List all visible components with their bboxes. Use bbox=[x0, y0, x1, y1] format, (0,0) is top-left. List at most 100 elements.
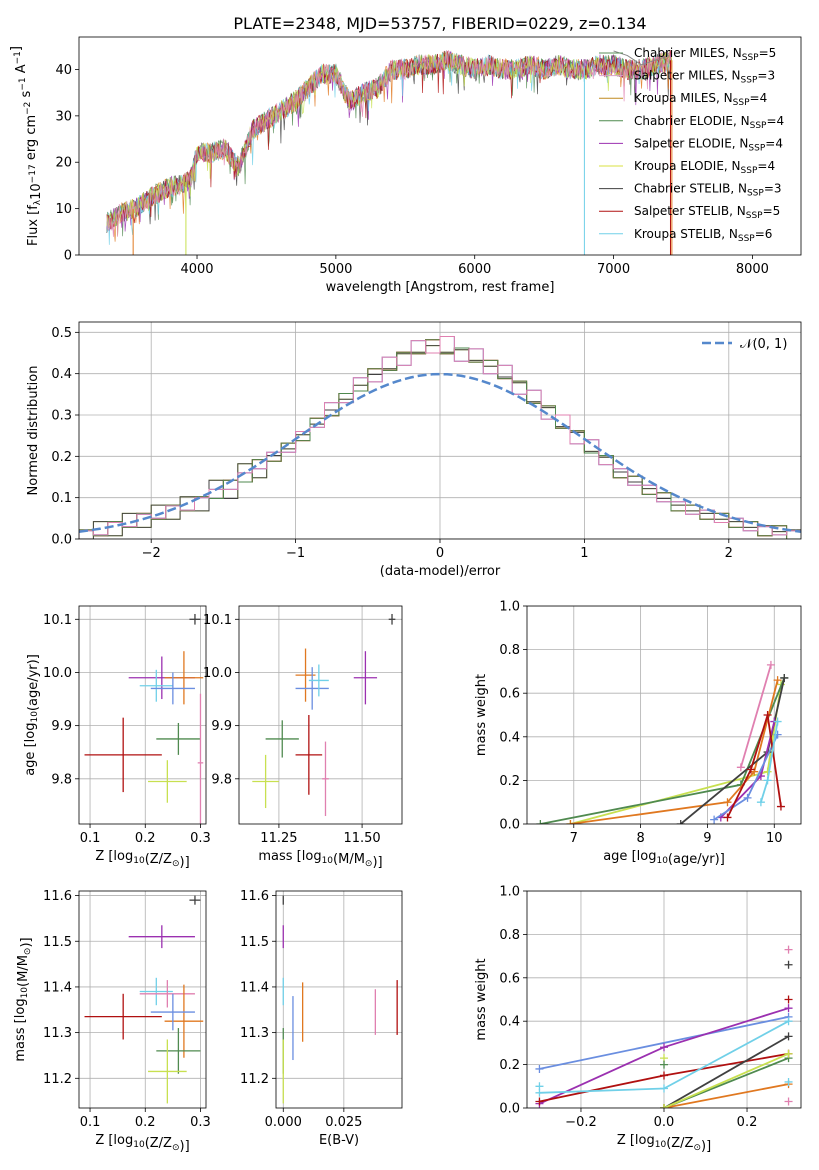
x-axis-label: Z [log10(Z/Z⊙)] bbox=[95, 849, 189, 870]
spectrum-panel: 4000 5000 6000 7000 8000 0 10 20 30 40 wavelength … bbox=[9, 36, 802, 295]
mass-vs-z-panel: 0.1 0.2 0.3 11.2 11.3 11.4 11.5 11.6 Z [log10(Z/… bbox=[13, 889, 211, 1154]
weight-marker bbox=[746, 765, 755, 774]
y-axis-label: Normed distribution bbox=[26, 366, 41, 496]
weight-marker bbox=[773, 717, 782, 726]
weight-marker bbox=[743, 793, 752, 802]
x-axis-label: Z [log10(Z/Z⊙)] bbox=[95, 1133, 189, 1154]
weight-vs-z-plot-area bbox=[527, 891, 801, 1108]
weight-marker bbox=[535, 1064, 544, 1073]
y-tick-label: 0.1 bbox=[51, 491, 72, 506]
x-axis-label: age [log10(age/yr)] bbox=[603, 849, 725, 867]
weight-marker bbox=[660, 1060, 668, 1069]
weight-marker bbox=[784, 1032, 793, 1041]
y-tick-label: 1.0 bbox=[499, 885, 520, 900]
y-tick-label: 11.4 bbox=[43, 980, 72, 995]
x-tick-label: 11.50 bbox=[343, 831, 380, 846]
y-tick-label: 0.5 bbox=[51, 326, 72, 341]
x-tick-label: −2 bbox=[142, 546, 161, 561]
weight-line bbox=[663, 1052, 789, 1108]
y-tick-label: 9.9 bbox=[51, 719, 72, 734]
y-tick-label: 11.4 bbox=[240, 980, 269, 995]
legend-entry: Kroupa STELIB, NSSP=6 bbox=[634, 227, 772, 244]
legend-entry: Chabrier ELODIE, NSSP=4 bbox=[634, 114, 784, 131]
mass-vs-ebv-frame bbox=[275, 890, 403, 1109]
y-axis-label: mass weight bbox=[474, 674, 489, 756]
weight-marker bbox=[660, 1104, 668, 1108]
y-tick-label: 11.3 bbox=[43, 1026, 72, 1041]
weight-line bbox=[680, 677, 786, 824]
y-tick-label: 9.8 bbox=[51, 772, 72, 787]
x-axis-label: Z [log10(Z/Z⊙)] bbox=[617, 1133, 711, 1154]
x-axis-label: mass [log10(M/M⊙)] bbox=[258, 849, 382, 870]
age-vs-z-frame bbox=[78, 605, 207, 825]
x-tick-label: 7000 bbox=[597, 262, 630, 277]
weight-vs-z-panel: −0.2 0.0 0.2 0.0 0.2 0.4 0.6 0.8 1.0 Z [log10(Z/Z… bbox=[474, 885, 802, 1154]
weight-vs-age-plot-area bbox=[527, 606, 801, 824]
residual-hist-frame bbox=[78, 321, 802, 540]
weight-line bbox=[539, 1016, 789, 1070]
y-tick-label: 9.8 bbox=[211, 772, 232, 787]
age-vs-z-panel: 0.1 0.2 0.3 9.8 9.9 10.0 10.1 Z [log10(Z/Z⊙)] ag… bbox=[23, 605, 211, 870]
y-tick-label: 11.5 bbox=[43, 935, 72, 950]
x-tick-label: 4000 bbox=[180, 262, 213, 277]
age-vs-mass-plot-area bbox=[239, 606, 402, 824]
legend-entry: 𝒩(0, 1) bbox=[740, 337, 787, 352]
y-tick-label: 20 bbox=[55, 156, 72, 171]
weight-marker bbox=[773, 676, 782, 685]
y-tick-label: 11.5 bbox=[240, 935, 269, 950]
mass-vs-ebv-panel: 0.000 0.025 11.2 11.3 11.4 11.5 11.6 E(B-V) bbox=[240, 889, 403, 1148]
weight-marker bbox=[784, 1097, 793, 1106]
residual-hist-plot-area bbox=[79, 322, 801, 539]
legend-entry: Salpeter ELODIE, NSSP=4 bbox=[634, 136, 783, 153]
weight-marker bbox=[566, 820, 575, 824]
weight-marker bbox=[780, 673, 789, 682]
weight-marker bbox=[763, 767, 772, 776]
weight-marker bbox=[784, 960, 793, 969]
y-axis-label: Flux [fλ10−17 erg cm−2 s−1 A−1] bbox=[9, 46, 44, 246]
mass-vs-ebv-plot-area bbox=[276, 891, 402, 1108]
y-tick-label: 0.4 bbox=[499, 730, 520, 745]
x-tick-label: 6000 bbox=[458, 262, 491, 277]
histogram-series bbox=[79, 336, 801, 539]
weight-marker bbox=[763, 776, 772, 785]
y-tick-label: 0 bbox=[64, 249, 72, 264]
weight-marker bbox=[784, 1017, 793, 1026]
y-tick-label: 0.8 bbox=[499, 928, 520, 943]
weight-marker bbox=[756, 798, 765, 807]
weight-line bbox=[740, 664, 772, 768]
weight-marker bbox=[784, 1004, 793, 1013]
legend-entry: Kroupa MILES, NSSP=4 bbox=[634, 91, 767, 108]
x-tick-label: 7 bbox=[570, 831, 578, 846]
y-tick-label: 0.4 bbox=[51, 367, 72, 382]
weight-line bbox=[540, 677, 786, 824]
y-tick-label: 11.2 bbox=[240, 1072, 269, 1087]
weight-marker bbox=[535, 1082, 544, 1091]
y-tick-label: 9.9 bbox=[211, 719, 232, 734]
y-tick-label: 40 bbox=[55, 63, 72, 78]
weight-line bbox=[570, 679, 779, 824]
y-tick-label: 11.6 bbox=[240, 889, 269, 904]
x-tick-label: 0.2 bbox=[135, 831, 156, 846]
x-tick-label: 0.025 bbox=[325, 1115, 362, 1130]
y-tick-label: 11.3 bbox=[240, 1026, 269, 1041]
y-axis-label: mass weight bbox=[474, 958, 489, 1040]
y-tick-label: 0.6 bbox=[499, 971, 520, 986]
x-tick-label: 0.3 bbox=[190, 1115, 211, 1130]
weight-line bbox=[663, 1035, 789, 1108]
y-tick-label: 0.3 bbox=[51, 409, 72, 424]
spectrum-frame bbox=[78, 36, 802, 256]
weight-marker bbox=[784, 995, 793, 1004]
legend-entry: Chabrier STELIB, NSSP=3 bbox=[634, 182, 782, 199]
mass-vs-z-frame bbox=[78, 890, 207, 1109]
x-tick-label: 8 bbox=[636, 831, 644, 846]
y-axis-label: age [log10(age/yr)] bbox=[23, 654, 41, 776]
spectrum-line bbox=[106, 51, 672, 236]
y-tick-label: 30 bbox=[55, 109, 72, 124]
weight-vs-age-panel: 7 8 9 10 0.0 0.2 0.4 0.6 0.8 1.0 age [log10(age/yr… bbox=[474, 600, 802, 867]
legend-entry: Salpeter STELIB, NSSP=5 bbox=[634, 204, 780, 221]
y-tick-label: 10.0 bbox=[43, 666, 72, 681]
x-tick-label: 0.3 bbox=[190, 831, 211, 846]
legend-entry: Chabrier MILES, NSSP=5 bbox=[634, 46, 776, 63]
x-tick-label: 0.1 bbox=[80, 1115, 101, 1130]
weight-marker bbox=[660, 1043, 668, 1052]
